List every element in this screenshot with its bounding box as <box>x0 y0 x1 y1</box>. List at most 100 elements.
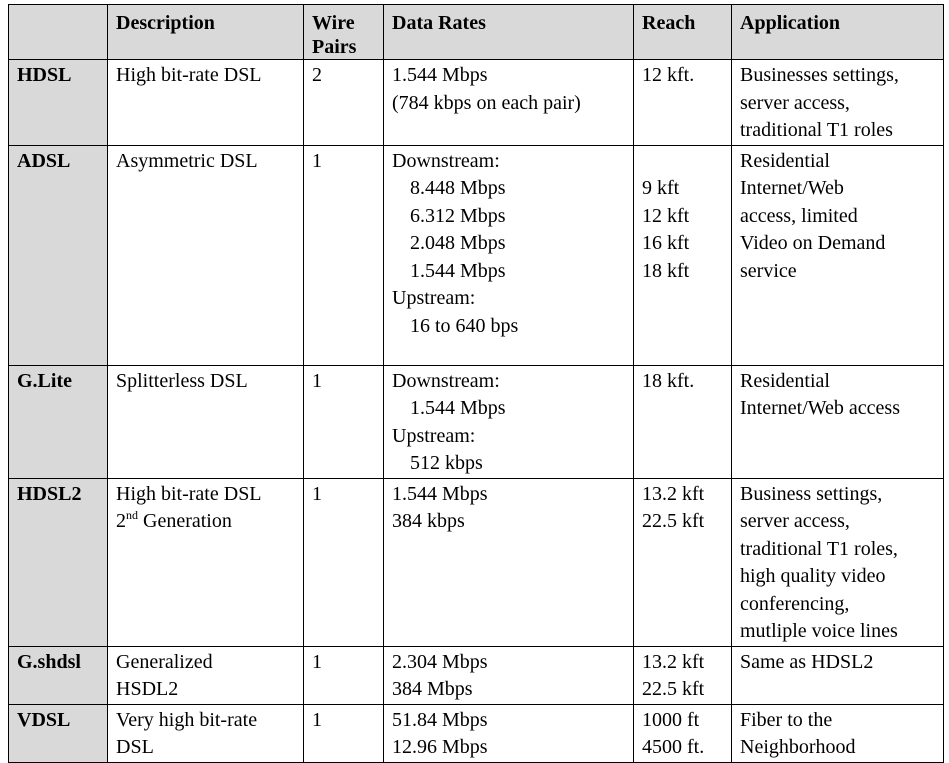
description-line: High bit-rate DSL <box>116 64 262 86</box>
application-line: high quality video <box>740 565 886 587</box>
row-label: ADSL <box>8 144 108 366</box>
reach-cell: 9 kft 12 kft 16 kft 18 kft <box>633 144 732 366</box>
description-line: Very high bit-rate <box>116 708 258 731</box>
description-line: Asymmetric DSL <box>116 149 258 172</box>
wire-pairs-cell: 1 <box>303 144 384 366</box>
reach-cell: 13.2 kft 22.5 kft <box>633 645 732 705</box>
reach-line: 18 kft. <box>642 369 695 392</box>
header-description: Description <box>107 4 304 60</box>
application-line: server access, <box>740 510 850 532</box>
reach-line: 16 kft <box>642 232 690 254</box>
table-body: HDSL High bit-rate DSL 2 1.544 Mbps (784 kbp… <box>8 59 944 763</box>
header-application: Application <box>731 4 944 60</box>
data-rate-line: 6.312 Mbps <box>410 204 506 227</box>
ordinal-number: 2 <box>116 510 126 532</box>
data-rate-line: 1.544 Mbps <box>392 64 488 86</box>
application-line: server access, <box>740 91 850 114</box>
reach-line: 12 kft <box>642 204 690 227</box>
reach-cell: 12 kft. <box>633 59 732 146</box>
table-row: HDSL2 High bit-rate DSL 2nd Generation 1 1.5… <box>8 477 944 647</box>
reach-line: 22.5 kft <box>642 510 705 532</box>
header-empty <box>8 4 108 60</box>
description-cell: Very high bit-rate DSL <box>107 703 304 763</box>
data-rate-line: 384 kbps <box>392 510 465 532</box>
data-rate-line: 1.544 Mbps <box>410 397 506 419</box>
dsl-comparison-table: Description Wire Pairs Data Rates Reach … <box>8 4 944 763</box>
application-cell: Residential Internet/Web access, limited Vi… <box>731 144 944 366</box>
application-line: service <box>740 259 797 282</box>
description-cell: High bit-rate DSL 2nd Generation <box>107 477 304 647</box>
table-row: G.shdsl Generalized HSDL2 1 2.304 Mbps 384 Mb… <box>8 645 944 705</box>
description-cell: Splitterless DSL <box>107 364 304 479</box>
row-label: HDSL <box>8 59 108 146</box>
application-line: Business settings, <box>740 482 883 505</box>
data-rates-cell: 1.544 Mbps (784 kbps on each pair) <box>383 59 634 146</box>
table-row: G.Lite Splitterless DSL 1 Downstream: 1.544 … <box>8 364 944 479</box>
data-rate-line: Upstream: <box>392 287 476 309</box>
data-rate-line: 51.84 Mbps <box>392 708 488 731</box>
application-line: Video on Demand <box>740 232 886 254</box>
row-label: HDSL2 <box>8 477 108 647</box>
application-line: Fiber to the <box>740 708 833 731</box>
description-cell: Asymmetric DSL <box>107 144 304 366</box>
application-line: conferencing, <box>740 592 850 615</box>
reach-spacer <box>642 148 723 176</box>
application-line: Residential <box>740 149 830 172</box>
reach-line: 13.2 kft <box>642 482 705 505</box>
reach-line: 9 kft <box>642 177 680 199</box>
header-data-rates: Data Rates <box>383 4 634 60</box>
row-label: G.shdsl <box>8 645 108 705</box>
row-label: VDSL <box>8 703 108 763</box>
data-rate-line: 1.544 Mbps <box>392 482 488 505</box>
wire-pairs-cell: 1 <box>303 645 384 705</box>
data-rates-cell: Downstream: 8.448 Mbps 6.312 Mbps 2.048 Mbp… <box>383 144 634 366</box>
application-line: access, limited <box>740 204 858 227</box>
table-row: HDSL High bit-rate DSL 2 1.544 Mbps (784 kbp… <box>8 59 944 146</box>
description-line: HSDL2 <box>116 678 179 700</box>
header-wire-pairs: Wire Pairs <box>303 4 384 60</box>
table-row: VDSL Very high bit-rate DSL 1 51.84 Mbps 12.9… <box>8 703 944 763</box>
application-cell: Same as HDSL2 <box>731 645 944 705</box>
data-rates-cell: 2.304 Mbps 384 Mbps <box>383 645 634 705</box>
reach-line: 4500 ft. <box>642 736 705 758</box>
data-rate-line: 512 kbps <box>410 452 483 474</box>
data-rate-line: Downstream: <box>392 149 500 172</box>
reach-cell: 13.2 kft 22.5 kft <box>633 477 732 647</box>
description-line: Splitterless DSL <box>116 369 248 392</box>
data-rate-line: 8.448 Mbps <box>410 177 506 199</box>
data-rate-line: 1.544 Mbps <box>410 259 506 282</box>
data-rate-line: 2.304 Mbps <box>392 650 488 673</box>
description-cell: Generalized HSDL2 <box>107 645 304 705</box>
data-rate-line: 2.048 Mbps <box>410 232 506 254</box>
application-line: Internet/Web <box>740 177 844 199</box>
data-rate-line: Downstream: <box>392 369 500 392</box>
ordinal-suffix: nd <box>126 508 138 522</box>
data-rates-cell: Downstream: 1.544 Mbps Upstream: 512 kbps <box>383 364 634 479</box>
data-rate-line: 12.96 Mbps <box>392 736 488 758</box>
description-rest: Generation <box>138 510 232 532</box>
application-cell: Residential Internet/Web access <box>731 364 944 479</box>
application-line: traditional T1 roles, <box>740 537 898 560</box>
application-line: Same as HDSL2 <box>740 650 874 673</box>
wire-pairs-cell: 1 <box>303 364 384 479</box>
application-cell: Business settings, server access, traditio… <box>731 477 944 647</box>
wire-pairs-cell: 2 <box>303 59 384 146</box>
data-rates-cell: 1.544 Mbps 384 kbps <box>383 477 634 647</box>
description-line: DSL <box>116 736 154 758</box>
application-cell: Fiber to the Neighborhood <box>731 703 944 763</box>
application-line: Businesses settings, <box>740 64 899 86</box>
application-line: Internet/Web access <box>740 397 900 419</box>
reach-line: 22.5 kft <box>642 678 705 700</box>
wire-pairs-cell: 1 <box>303 703 384 763</box>
data-rate-line: (784 kbps on each pair) <box>392 91 581 114</box>
description-cell: High bit-rate DSL <box>107 59 304 146</box>
application-line: mutliple voice lines <box>740 620 898 642</box>
reach-line: 12 kft. <box>642 64 695 86</box>
row-label: G.Lite <box>8 364 108 479</box>
data-rate-line: Upstream: <box>392 424 476 447</box>
data-rates-cell: 51.84 Mbps 12.96 Mbps <box>383 703 634 763</box>
application-cell: Businesses settings, server access, tradit… <box>731 59 944 146</box>
application-line: traditional T1 roles <box>740 119 893 141</box>
description-line: High bit-rate DSL <box>116 482 262 505</box>
wire-pairs-cell: 1 <box>303 477 384 647</box>
